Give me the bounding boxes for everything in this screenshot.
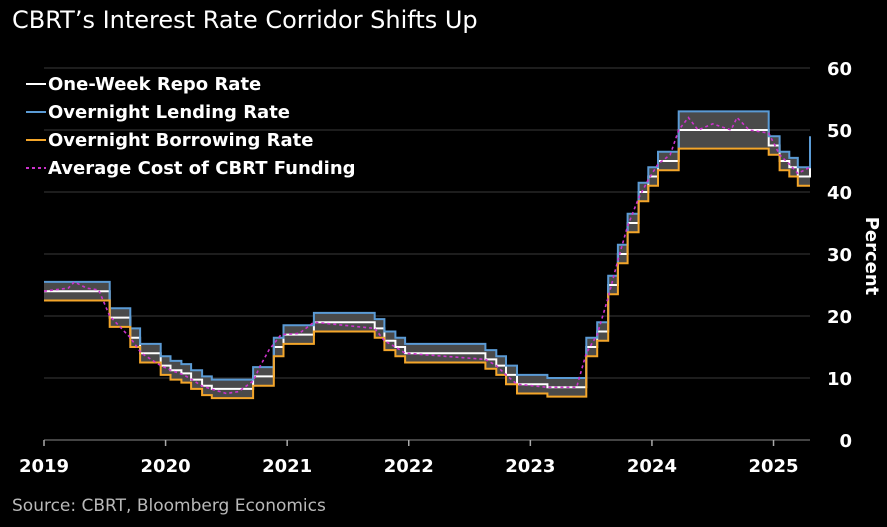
funding-cost-line [43,116,811,395]
x-tick-label-2021: 2021 [262,456,312,477]
x-tick-label-2024: 2024 [627,456,677,477]
y-tick-label-20: 20 [827,307,852,328]
chart-title: CBRT’s Interest Rate Corridor Shifts Up [12,6,478,34]
x-tick-label-2020: 2020 [141,456,191,477]
legend-entry-funding-label: Average Cost of CBRT Funding [48,158,356,179]
corridor-band-area [44,111,810,399]
y-tick-label-10: 10 [827,369,852,390]
x-tick-label-2025: 2025 [748,456,798,477]
x-tick-label-2022: 2022 [384,456,434,477]
corridor-band [44,111,810,399]
y-tick-label-60: 60 [827,59,852,80]
x-tick-label-2023: 2023 [505,456,555,477]
legend-entry-borrowing-label: Overnight Borrowing Rate [48,130,313,151]
source-note: Source: CBRT, Bloomberg Economics [12,496,326,516]
x-axis: 2019 2020 2021 2022 2023 2024 2025 [19,439,810,477]
y-tick-label-50: 50 [827,121,852,142]
x-tick-label-2019: 2019 [19,456,69,477]
chart-canvas: 2019 2020 2021 2022 2023 2024 2025 0 10 20 30 40 50… [19,59,882,477]
lending-rate-line [44,110,811,381]
y-axis: 0 10 20 30 40 50 60 [827,59,852,452]
y-tick-label-30: 30 [827,245,852,266]
y-axis-label: Percent [861,217,882,296]
borrowing-rate-line [44,147,810,400]
series-group [43,110,811,400]
legend-entry-lending-label: Overnight Lending Rate [48,102,290,123]
y-tick-label-40: 40 [827,183,852,204]
legend: One-Week Repo Rate Overnight Lending Rate… [26,74,356,179]
legend-entry-repo-label: One-Week Repo Rate [48,74,261,95]
y-tick-label-0: 0 [839,431,852,452]
